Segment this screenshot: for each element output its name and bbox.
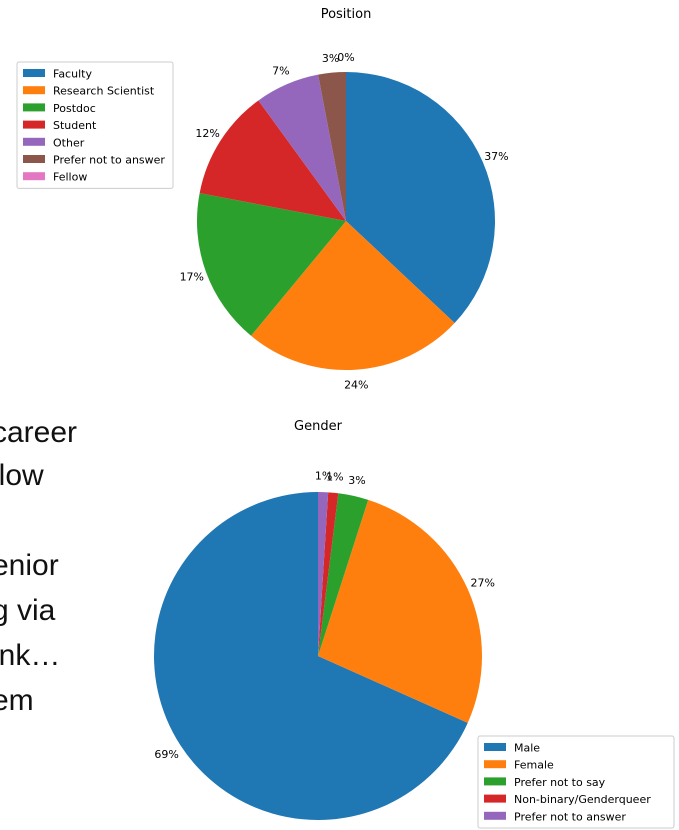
legend-label: Student — [53, 119, 97, 132]
legend-label: Fellow — [53, 171, 87, 184]
pie-percent-label: 12% — [195, 127, 219, 140]
legend-swatch — [484, 777, 506, 786]
pie-slice — [153, 492, 468, 820]
pie-slice — [346, 72, 495, 323]
pie-percent-label: 1% — [326, 470, 343, 483]
legend-label: Faculty — [53, 68, 92, 81]
pie-slice — [258, 74, 346, 222]
pie-slice — [251, 221, 455, 371]
pie-slice — [318, 493, 369, 656]
legend-swatch — [484, 760, 506, 769]
legend-label: Prefer not to answer — [53, 154, 165, 167]
legend-label: Prefer not to say — [514, 776, 606, 789]
pie-slice — [318, 492, 339, 656]
pie-slice — [318, 492, 329, 656]
legend-frame — [477, 735, 675, 829]
legend-swatch — [23, 103, 45, 112]
legend-swatch — [23, 69, 45, 77]
gender-pie-chart: Gender 69% 27% 3% 1%1% Male Female Prefer not … — [153, 419, 675, 829]
pie-slice — [318, 499, 482, 723]
pie-percent-label: 27% — [471, 576, 495, 589]
legend-swatch — [484, 743, 506, 751]
legend-label: Non-binary/Genderqueer — [514, 793, 651, 806]
pie-percent-label: 3% — [348, 474, 365, 487]
pie-slice — [318, 72, 346, 221]
legend-label: Research Scientist — [53, 85, 155, 98]
pie-percent-label: 3% — [322, 52, 339, 65]
pie-percent-label: 24% — [344, 379, 368, 392]
legend-swatch — [23, 86, 45, 95]
pie-slice — [197, 193, 346, 336]
legend-swatch — [23, 137, 45, 146]
legend-swatch — [484, 811, 506, 820]
legend-label: Prefer not to answer — [514, 810, 626, 823]
chart-title: Position — [321, 7, 372, 22]
pie-percent-label: 17% — [180, 271, 204, 284]
legend-label: Postdoc — [53, 102, 96, 115]
pie-percent-label: 0% — [337, 51, 354, 64]
legend-label: Female — [514, 759, 554, 772]
legend-label: Other — [53, 136, 85, 149]
legend-swatch — [23, 120, 45, 129]
legend-swatch — [484, 794, 506, 803]
legend-swatch — [23, 155, 45, 163]
legend-frame — [16, 61, 174, 189]
pie-slice — [199, 100, 346, 221]
pie-percent-label: 7% — [272, 65, 289, 78]
chart-title: Gender — [294, 419, 343, 434]
pie-percent-label: 37% — [484, 150, 508, 163]
pie-percent-label: 69% — [154, 748, 178, 761]
position-pie-chart: Position 37% 24% 17% 12% 7% 3%0% Faculty Resear… — [16, 7, 509, 392]
legend-label: Male — [514, 742, 540, 755]
legend-swatch — [23, 172, 45, 181]
pie-percent-label: 1% — [315, 470, 332, 483]
